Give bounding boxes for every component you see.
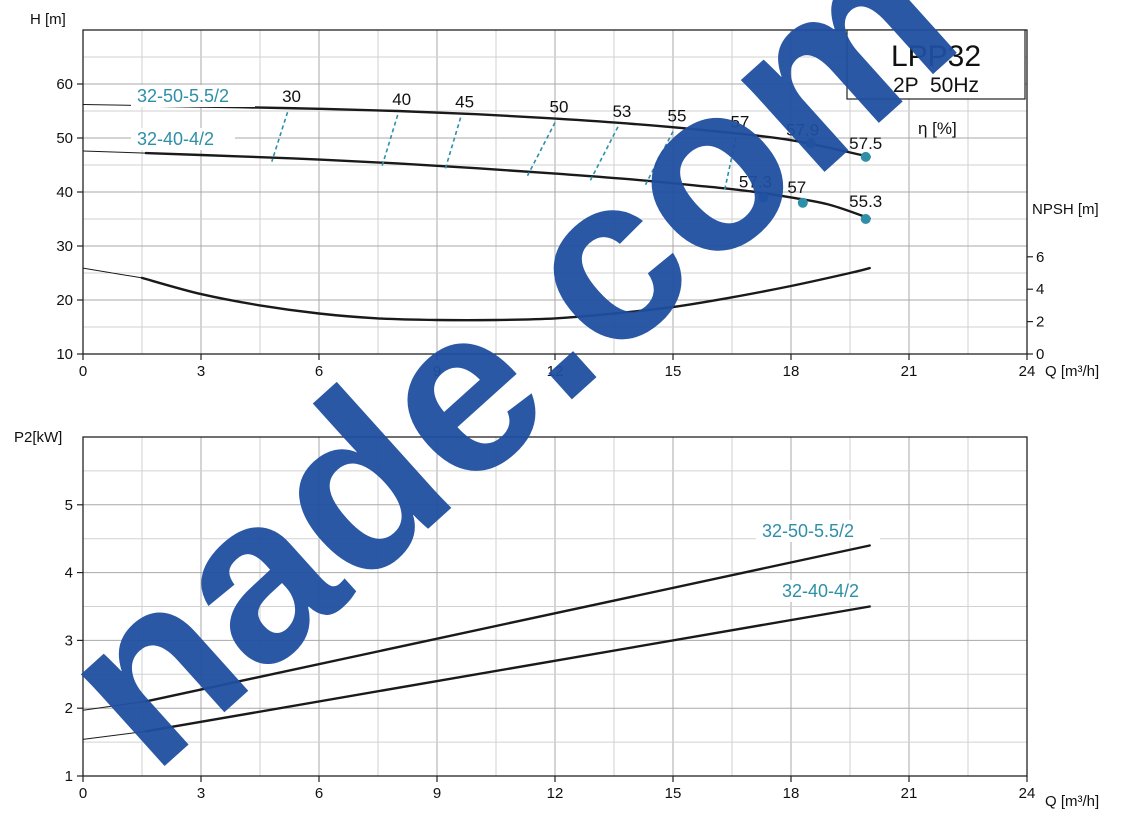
x-tick-label: 21 [901,363,918,380]
power-series-label-32-40-4-2-bg [776,580,880,602]
x-tick-label: 6 [315,785,323,802]
efficiency-contour [381,114,399,167]
power-axis-title: P2[kW] [14,429,62,446]
y-tick-label: 1 [65,768,73,785]
power-curve-32-50-5.5-2-extrapolated [82,700,146,711]
y-tick-label: 20 [56,292,73,309]
efficiency-contour [526,122,556,177]
x-tick-label: 3 [197,785,205,802]
power-curve-32-40-4-2 [144,605,871,733]
y-tick-label: 3 [65,632,73,649]
efficiency-contour [271,111,289,162]
npsh-curve-extrapolated [82,267,143,279]
power-x-axis-title: Q [m³/h] [1045,793,1099,810]
npsh-y-ticks: 0 2 4 6 [1027,249,1044,363]
efficiency-contour-label: 50 [550,98,569,117]
watermark: nade.com [10,0,1001,812]
efficiency-point [797,197,808,208]
x-tick-label: 0 [79,363,87,380]
title-model: LPP32 [891,40,981,73]
efficiency-point [805,138,816,149]
efficiency-point [758,192,769,203]
y-tick-label: 50 [56,130,73,147]
head-series-label-32-50-5.5-2-bg [131,85,255,107]
head-curve-32-40-4-2-extrapolated [82,150,146,154]
title-spec: 2P 50Hz [893,74,979,97]
x-tick-label: 18 [783,363,800,380]
y-tick-label: 5 [65,497,73,514]
power-curve-32-40-4-2-extrapolated [82,730,146,740]
title-box [846,29,1026,100]
efficiency-contour [723,137,737,193]
y-tick-label: 4 [65,565,73,582]
x-tick-label: 18 [783,785,800,802]
efficiency-contour-label: 45 [455,93,474,112]
npsh-tick-label: 0 [1036,346,1044,363]
x-tick-label: 12 [547,785,564,802]
efficiency-contour-label: 53 [612,102,631,121]
head-x-axis-title: Q [m³/h] [1045,363,1099,380]
efficiency-point-label: 57 [787,178,806,197]
efficiency-axis-label: η [%] [918,119,957,138]
efficiency-contour-label: 30 [282,87,301,106]
x-tick-label: 24 [1019,785,1036,802]
efficiency-point-label: 57.5 [849,134,882,153]
power-series-label-32-40-4-2: 32-40-4/2 [782,581,859,601]
power-x-ticks: 0 3 6 9 12 15 18 21 24 [79,776,1036,802]
efficiency-contour-label: 55 [668,106,687,125]
head-y-ticks: 10 20 30 40 50 60 [56,76,83,363]
head-series-label-32-50-5.5-2: 32-50-5.5/2 [137,86,229,106]
x-tick-label: 9 [433,363,441,380]
y-tick-label: 10 [56,346,73,363]
x-tick-label: 0 [79,785,87,802]
power-series-label-32-50-5.5-2-bg [756,520,880,542]
efficiency-point [860,151,871,162]
power-curve-32-50-5.5-2 [144,544,871,703]
head-axis-title: H [m] [30,11,66,28]
x-tick-label: 12 [547,363,564,380]
head-curve-32-50-5.5-2 [144,104,871,159]
npsh-curve [140,266,871,322]
x-tick-label: 3 [197,363,205,380]
head-x-ticks: 0 3 6 9 12 15 18 21 24 [79,354,1036,380]
efficiency-contour [644,131,674,186]
head-series-label-32-40-4-2-bg [131,128,235,150]
efficiency-point-label: 55.3 [849,192,882,211]
x-tick-label: 21 [901,785,918,802]
power-y-ticks: 1 2 3 4 5 [65,497,83,785]
efficiency-contour [444,117,462,171]
efficiency-contour-label: 57 [730,113,749,132]
efficiency-contour-label: 40 [392,90,411,109]
head-series-label-32-40-4-2: 32-40-4/2 [137,129,214,149]
efficiency-contour [589,126,619,181]
y-tick-label: 30 [56,238,73,255]
y-tick-label: 40 [56,184,73,201]
x-tick-label: 15 [665,785,682,802]
efficiency-point-label: 57.9 [786,120,819,139]
x-tick-label: 15 [665,363,682,380]
npsh-axis-title: NPSH [m] [1032,201,1099,218]
y-tick-label: 2 [65,700,73,717]
y-tick-label: 60 [56,76,73,93]
x-tick-label: 6 [315,363,323,380]
npsh-tick-label: 6 [1036,249,1044,266]
x-tick-label: 24 [1019,363,1036,380]
efficiency-point [860,214,871,224]
power-series-label-32-50-5.5-2: 32-50-5.5/2 [762,521,854,541]
efficiency-point-label: 57.3 [739,172,772,191]
npsh-tick-label: 4 [1036,281,1044,298]
x-tick-label: 9 [433,785,441,802]
npsh-tick-label: 2 [1036,314,1044,331]
head-curve-32-40-4-2 [144,151,871,220]
